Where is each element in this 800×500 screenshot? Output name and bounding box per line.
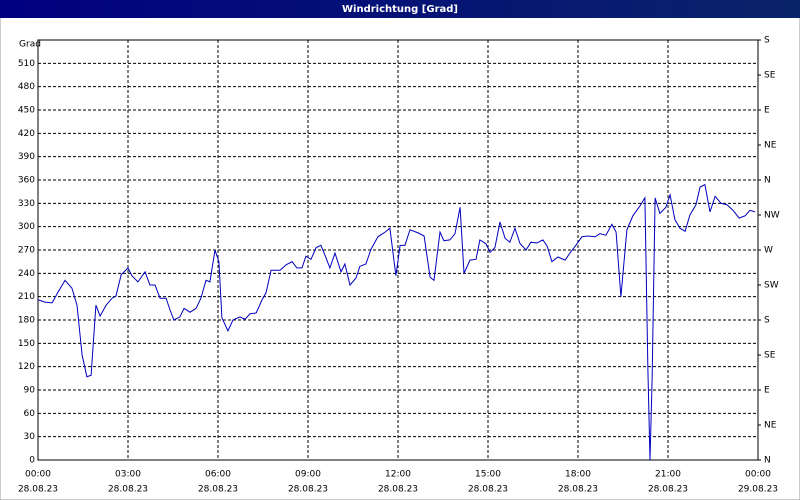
chart-title: Windrichtung [Grad] [342, 4, 458, 15]
x-tick-date: 28.08.23 [378, 485, 418, 495]
y-tick-label: 360 [18, 176, 35, 186]
y2-tick-label: NE [764, 421, 777, 431]
y2-tick-label: NW [764, 211, 780, 221]
x-tick-label: 09:00 [295, 470, 321, 480]
x-tick-date: 28.08.23 [648, 485, 688, 495]
y-tick-label: 450 [18, 106, 35, 116]
y-tick-label: 180 [18, 316, 35, 326]
y-tick-label: 120 [18, 362, 35, 372]
y-tick-label: 210 [18, 292, 35, 302]
y-tick-label: 330 [18, 199, 35, 209]
x-tick-date: 28.08.23 [558, 485, 598, 495]
x-tick-label: 00:00 [745, 470, 771, 480]
plot-border [37, 39, 759, 461]
y-tick-label: 270 [18, 246, 35, 256]
title-bar [0, 0, 800, 18]
y2-tick-label: S [764, 316, 770, 326]
y-tick-label: 390 [18, 152, 35, 162]
y-axis-label: Grad [19, 40, 41, 50]
y2-tick-label: E [764, 106, 770, 116]
y2-tick-label: NE [764, 141, 777, 151]
x-tick-date: 28.08.23 [108, 485, 148, 495]
x-tick-label: 21:00 [655, 470, 681, 480]
y2-tick-label: S [764, 36, 770, 46]
x-tick-label: 18:00 [565, 470, 591, 480]
data-line [37, 183, 756, 461]
y2-tick-label: SW [764, 281, 779, 291]
y2-tick-label: SE [764, 351, 776, 361]
x-tick-label: 06:00 [205, 470, 231, 480]
y2-tick-label: SE [764, 71, 776, 81]
y-tick-label: 480 [18, 82, 35, 92]
y2-tick-label: E [764, 386, 770, 396]
x-tick-date: 28.08.23 [288, 485, 328, 495]
x-tick-label: 00:00 [25, 470, 51, 480]
y-tick-label: 510 [18, 59, 35, 69]
y2-tick-label: N [764, 176, 771, 186]
y-tick-label: 240 [18, 269, 35, 279]
y-tick-label: 90 [24, 386, 36, 396]
x-tick-label: 15:00 [475, 470, 501, 480]
plot: 0 30 60 90 120 150 180 210 240 270 300 330 360 390 420… [18, 36, 780, 495]
x-tick-date: 28.08.23 [18, 485, 58, 495]
y-tick-label: 420 [18, 129, 35, 139]
y-tick-label: 150 [18, 339, 35, 349]
x-tick-date: 28.08.23 [468, 485, 508, 495]
x-tick-date: 28.08.23 [198, 485, 238, 495]
x-tick-date: 29.08.23 [738, 485, 778, 495]
y-tick-label: 30 [24, 432, 36, 442]
y-tick-label: 60 [24, 409, 36, 419]
y-tick-label: 300 [18, 222, 35, 232]
x-tick-label: 03:00 [115, 470, 141, 480]
y2-tick-label: N [764, 456, 771, 466]
x-tick-label: 12:00 [385, 470, 411, 480]
y2-tick-label: W [764, 246, 773, 256]
y-tick-label: 0 [29, 456, 35, 466]
